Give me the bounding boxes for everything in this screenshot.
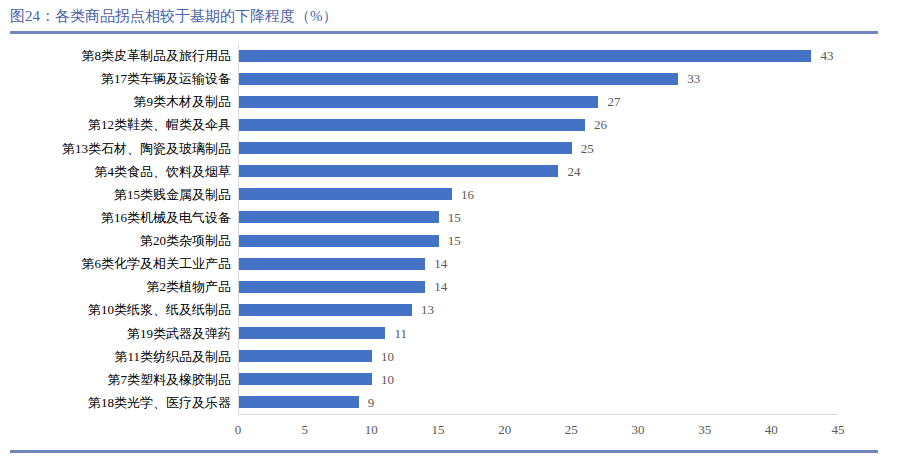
bar-row: 第15类贱金属及制品 16 <box>10 183 838 206</box>
value-label: 14 <box>434 280 447 293</box>
bar <box>239 119 585 131</box>
bar-track: 27 <box>238 90 838 113</box>
bar <box>239 73 678 85</box>
bar <box>239 327 385 339</box>
bar-row: 第17类车辆及运输设备 33 <box>10 67 838 90</box>
bar-row: 第20类杂项制品 15 <box>10 229 838 252</box>
bar-row: 第11类纺织品及制品 10 <box>10 345 838 368</box>
x-tick-label: 35 <box>698 423 711 436</box>
value-label: 10 <box>381 373 394 386</box>
value-label: 43 <box>820 49 833 62</box>
bar-row: 第8类皮革制品及旅行用品 43 <box>10 44 838 67</box>
category-label: 第13类石材、陶瓷及玻璃制品 <box>10 142 238 155</box>
report-figure: { "title": "图24：各类商品拐点相较于基期的下降程度（%）", "c… <box>0 0 909 461</box>
category-label: 第18类光学、医疗及乐器 <box>10 396 238 409</box>
bar <box>239 258 425 270</box>
bar-row: 第9类木材及制品 27 <box>10 90 838 113</box>
category-label: 第11类纺织品及制品 <box>10 350 238 363</box>
bar-track: 24 <box>238 160 838 183</box>
value-label: 24 <box>567 165 580 178</box>
bar-row: 第10类纸浆、纸及纸制品 13 <box>10 298 838 321</box>
figure-title: 图24：各类商品拐点相较于基期的下降程度（%） <box>10 6 338 26</box>
bar-track: 15 <box>238 206 838 229</box>
category-label: 第2类植物产品 <box>10 280 238 293</box>
category-label: 第20类杂项制品 <box>10 234 238 247</box>
bar-track: 26 <box>238 113 838 136</box>
category-label: 第7类塑料及橡胶制品 <box>10 373 238 386</box>
bar-row: 第12类鞋类、帽类及伞具 26 <box>10 113 838 136</box>
bar-track: 15 <box>238 229 838 252</box>
bar <box>239 142 572 154</box>
category-label: 第16类机械及电气设备 <box>10 211 238 224</box>
footer-divider-line <box>10 450 878 453</box>
bar-track: 14 <box>238 252 838 275</box>
title-divider-line <box>10 31 878 34</box>
category-label: 第6类化学及相关工业产品 <box>10 257 238 270</box>
bar-row: 第18类光学、医疗及乐器 9 <box>10 391 838 414</box>
x-tick-label: 20 <box>498 423 511 436</box>
value-label: 16 <box>461 188 474 201</box>
bar-chart: 第8类皮革制品及旅行用品 43 第17类车辆及运输设备 33 第9类木材及制品 27 第12… <box>10 44 838 444</box>
x-tick-label: 30 <box>632 423 645 436</box>
x-axis-line <box>238 414 838 415</box>
bar <box>239 165 558 177</box>
value-label: 33 <box>687 72 700 85</box>
x-axis-ticks: 051015202530354045 <box>10 423 838 443</box>
bar <box>239 96 598 108</box>
x-tick-label: 0 <box>235 423 242 436</box>
value-label: 9 <box>368 396 375 409</box>
bar-row: 第13类石材、陶瓷及玻璃制品 25 <box>10 137 838 160</box>
category-label: 第8类皮革制品及旅行用品 <box>10 49 238 62</box>
bar-row: 第2类植物产品 14 <box>10 275 838 298</box>
bar-row: 第16类机械及电气设备 15 <box>10 206 838 229</box>
value-label: 15 <box>448 211 461 224</box>
bar <box>239 235 439 247</box>
bar <box>239 373 372 385</box>
bar-track: 25 <box>238 137 838 160</box>
category-label: 第10类纸浆、纸及纸制品 <box>10 303 238 316</box>
x-tick-label: 45 <box>832 423 845 436</box>
bar <box>239 281 425 293</box>
bar-track: 33 <box>238 67 838 90</box>
bar <box>239 396 359 408</box>
value-label: 25 <box>581 142 594 155</box>
category-label: 第17类车辆及运输设备 <box>10 72 238 85</box>
x-tick-label: 10 <box>365 423 378 436</box>
category-label: 第9类木材及制品 <box>10 95 238 108</box>
x-tick-label: 15 <box>432 423 445 436</box>
value-label: 10 <box>381 350 394 363</box>
value-label: 26 <box>594 118 607 131</box>
category-label: 第12类鞋类、帽类及伞具 <box>10 118 238 131</box>
bar <box>239 350 372 362</box>
bar-row: 第6类化学及相关工业产品 14 <box>10 252 838 275</box>
bar <box>239 304 412 316</box>
value-label: 15 <box>448 234 461 247</box>
bar-track: 9 <box>238 391 838 414</box>
value-label: 13 <box>421 303 434 316</box>
value-label: 11 <box>394 327 407 340</box>
bar <box>239 211 439 223</box>
x-tick-label: 5 <box>301 423 308 436</box>
category-label: 第4类食品、饮料及烟草 <box>10 165 238 178</box>
value-label: 14 <box>434 257 447 270</box>
category-label: 第15类贱金属及制品 <box>10 188 238 201</box>
bar-track: 13 <box>238 298 838 321</box>
bar-row: 第4类食品、饮料及烟草 24 <box>10 160 838 183</box>
bar-rows: 第8类皮革制品及旅行用品 43 第17类车辆及运输设备 33 第9类木材及制品 27 第12… <box>10 44 838 414</box>
bar-row: 第7类塑料及橡胶制品 10 <box>10 368 838 391</box>
bar-track: 10 <box>238 345 838 368</box>
bar-track: 10 <box>238 368 838 391</box>
bar-track: 43 <box>238 44 838 67</box>
x-tick-label: 40 <box>765 423 778 436</box>
bar-track: 16 <box>238 183 838 206</box>
bar <box>239 188 452 200</box>
category-label: 第19类武器及弹药 <box>10 327 238 340</box>
x-tick-label: 25 <box>565 423 578 436</box>
bar <box>239 50 811 62</box>
bar-row: 第19类武器及弹药 11 <box>10 322 838 345</box>
bar-track: 11 <box>238 322 838 345</box>
value-label: 27 <box>607 95 620 108</box>
bar-track: 14 <box>238 275 838 298</box>
